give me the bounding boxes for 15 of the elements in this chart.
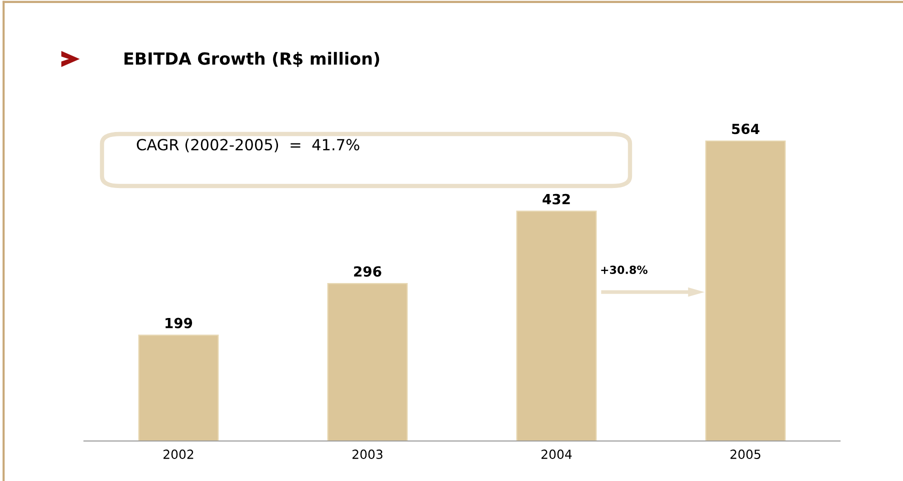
x-tick-label: 2005 — [730, 450, 760, 460]
annotation: +30.8% — [601, 266, 648, 274]
annotation: CAGR (2002-2005) = 41.7% — [136, 138, 360, 152]
x-tick-label: 2003 — [352, 450, 382, 460]
bar — [138, 334, 219, 441]
x-tick-label: 2004 — [542, 450, 572, 460]
data-label: 199 — [166, 318, 192, 328]
data-label: 432 — [542, 194, 570, 204]
chart-title: EBITDA Growth (R$ million) — [124, 52, 380, 68]
data-label: 564 — [732, 124, 760, 134]
bar — [327, 283, 408, 441]
bar — [705, 140, 786, 441]
x-tick-label: 2002 — [164, 450, 194, 460]
bar — [516, 210, 597, 441]
data-label: 296 — [354, 266, 382, 277]
